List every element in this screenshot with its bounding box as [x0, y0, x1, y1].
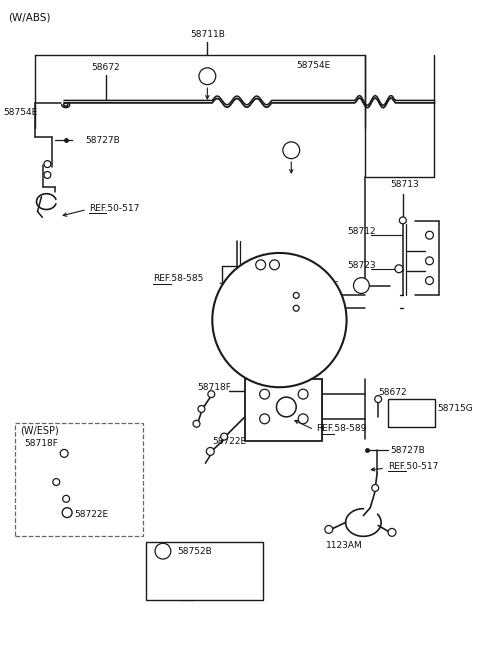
Text: a: a: [205, 71, 210, 81]
Text: a: a: [288, 146, 294, 155]
Text: 58713: 58713: [390, 180, 419, 189]
Circle shape: [276, 397, 296, 417]
Circle shape: [399, 217, 406, 224]
Text: 58711B: 58711B: [190, 30, 225, 39]
Circle shape: [260, 414, 270, 424]
Circle shape: [426, 257, 433, 265]
Bar: [146, 542, 263, 599]
Circle shape: [270, 260, 279, 270]
Circle shape: [260, 389, 270, 399]
Bar: [15, 422, 143, 536]
Circle shape: [193, 421, 200, 427]
Circle shape: [353, 278, 369, 293]
Text: 58722E: 58722E: [74, 510, 108, 519]
Circle shape: [256, 260, 265, 270]
Circle shape: [44, 160, 51, 168]
Text: 58715G: 58715G: [437, 404, 473, 413]
Circle shape: [293, 305, 299, 311]
Bar: [252, 282, 279, 320]
Circle shape: [63, 495, 70, 502]
Circle shape: [53, 479, 60, 485]
Bar: [245, 379, 322, 441]
Circle shape: [293, 292, 299, 299]
Circle shape: [198, 405, 205, 413]
Bar: [388, 399, 435, 426]
Text: 58722E: 58722E: [212, 437, 246, 446]
Text: REF.58-585: REF.58-585: [153, 274, 204, 283]
Circle shape: [372, 485, 379, 491]
Circle shape: [221, 433, 228, 440]
Circle shape: [283, 142, 300, 159]
Circle shape: [298, 389, 308, 399]
Circle shape: [62, 508, 72, 517]
Text: 1339CC: 1339CC: [304, 281, 340, 290]
Text: a: a: [160, 547, 166, 555]
Circle shape: [212, 253, 347, 387]
Text: 58754E: 58754E: [3, 108, 37, 117]
Text: 1123AM: 1123AM: [326, 541, 362, 550]
Circle shape: [426, 276, 433, 284]
Circle shape: [325, 525, 333, 533]
Circle shape: [356, 280, 367, 291]
Text: 58672: 58672: [378, 388, 407, 397]
Text: 58712: 58712: [348, 227, 376, 236]
Text: REF.58-589: REF.58-589: [316, 424, 366, 433]
Text: 58718F: 58718F: [197, 383, 231, 392]
Circle shape: [388, 529, 396, 536]
Text: REF.50-517: REF.50-517: [388, 462, 438, 471]
Circle shape: [44, 172, 51, 178]
Text: (W/ABS): (W/ABS): [8, 13, 50, 23]
Circle shape: [426, 231, 433, 239]
Text: 58754E: 58754E: [296, 61, 330, 70]
Circle shape: [155, 543, 171, 559]
Circle shape: [199, 68, 216, 84]
Text: 58718F: 58718F: [24, 439, 59, 448]
Text: 58752B: 58752B: [178, 547, 213, 555]
Circle shape: [298, 414, 308, 424]
Text: (W/ESP): (W/ESP): [20, 426, 59, 436]
Text: 58723: 58723: [348, 261, 376, 271]
Text: 58672: 58672: [91, 63, 120, 72]
Bar: [255, 261, 276, 282]
Text: 58727B: 58727B: [390, 446, 425, 455]
Circle shape: [60, 449, 68, 457]
Text: 58727B: 58727B: [85, 136, 120, 145]
Circle shape: [206, 447, 214, 455]
Circle shape: [395, 265, 403, 272]
Circle shape: [208, 390, 215, 398]
Text: REF.50-517: REF.50-517: [89, 204, 139, 213]
Circle shape: [375, 396, 382, 403]
